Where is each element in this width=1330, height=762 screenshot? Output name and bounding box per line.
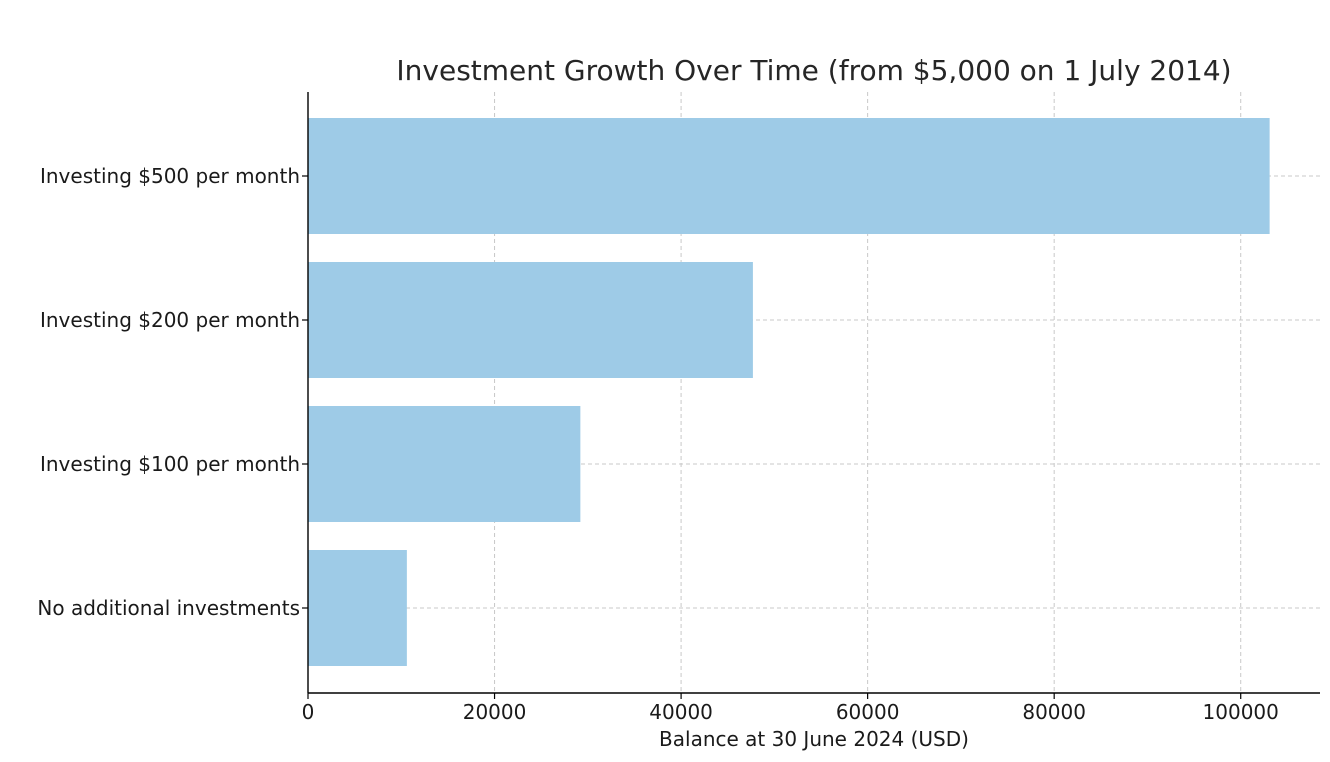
x-tick-label: 40000 xyxy=(649,700,713,724)
ticks-layer: 0 20000 40000 60000 80000 100000 No additional… xyxy=(37,164,1279,724)
y-tick-label: No additional investments xyxy=(37,596,300,620)
y-tick-label: Investing $500 per month xyxy=(40,164,300,188)
bar-investing-200-per-month xyxy=(308,262,753,378)
bar-investing-500-per-month xyxy=(308,118,1270,234)
x-axis-label: Balance at 30 June 2024 (USD) xyxy=(659,727,969,751)
axes-layer xyxy=(307,92,1320,694)
bar-no-additional-investments xyxy=(308,550,407,666)
x-tick-label: 0 xyxy=(302,700,315,724)
y-tick-label: Investing $200 per month xyxy=(40,308,300,332)
bars-layer xyxy=(308,118,1270,666)
chart-title: Investment Growth Over Time (from $5,000… xyxy=(396,54,1231,87)
bar-investing-100-per-month xyxy=(308,406,581,522)
x-tick-label: 60000 xyxy=(836,700,900,724)
y-tick-label: Investing $100 per month xyxy=(40,452,300,476)
x-tick-label: 100000 xyxy=(1203,700,1279,724)
x-tick-label: 80000 xyxy=(1022,700,1086,724)
x-tick-label: 20000 xyxy=(463,700,527,724)
